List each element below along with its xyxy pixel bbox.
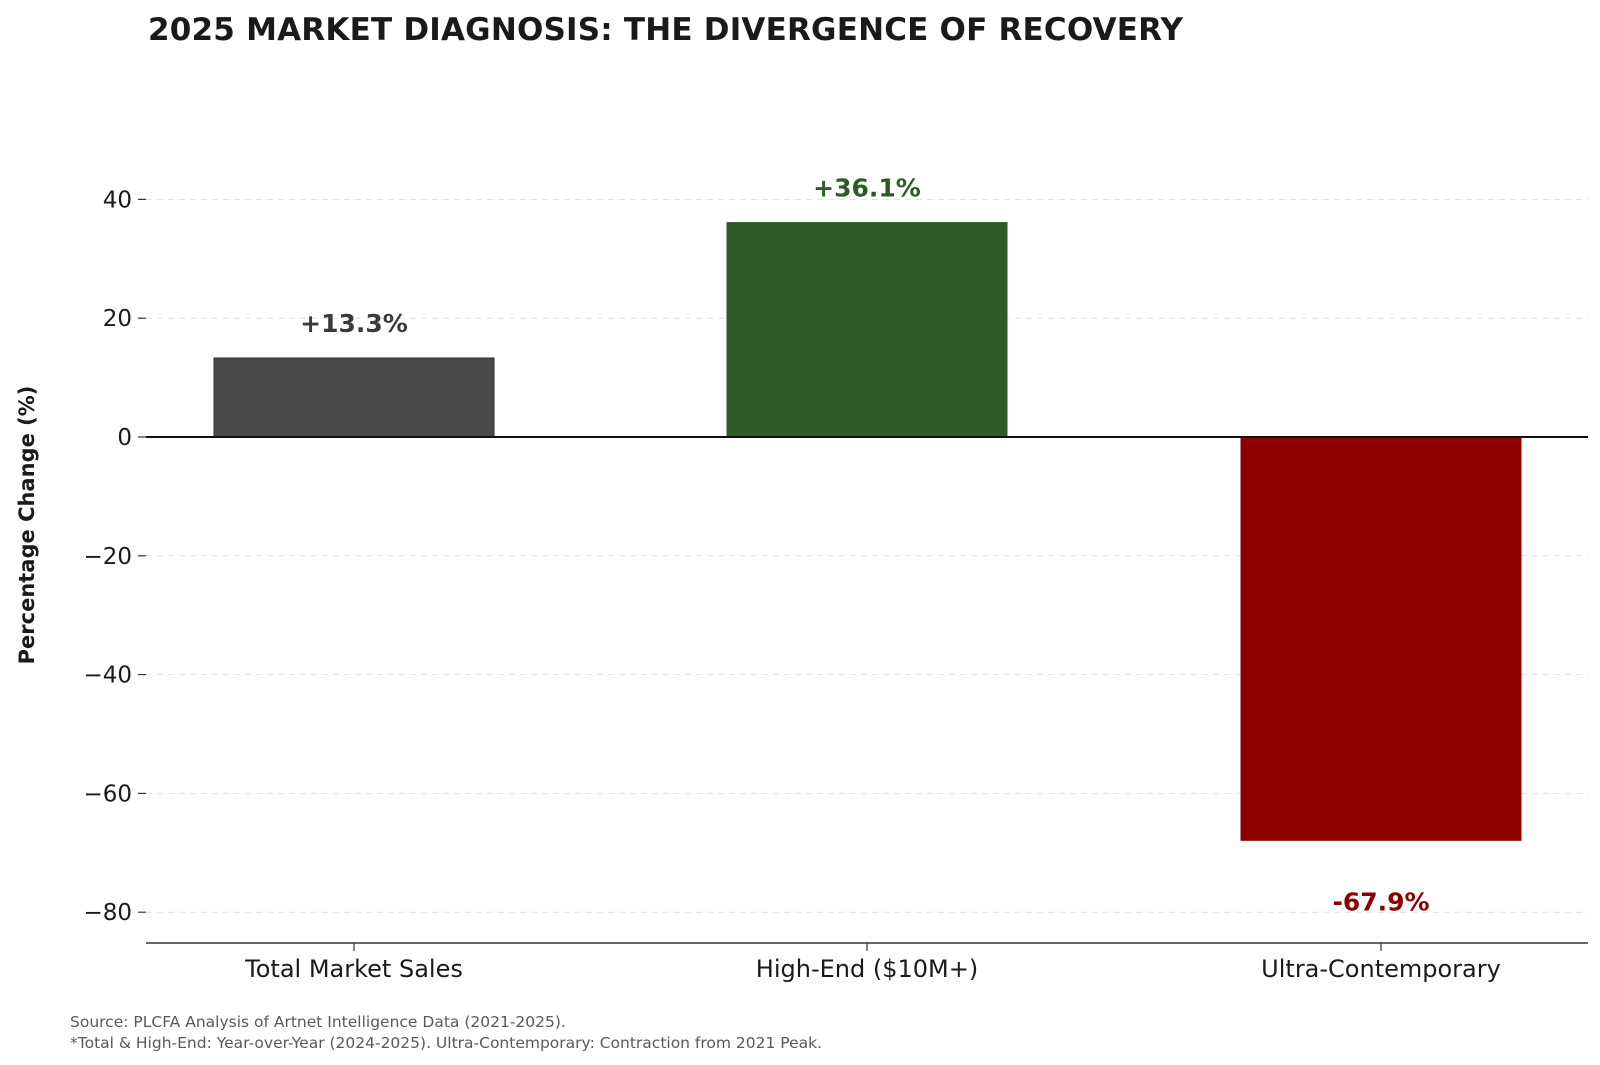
- y-tick-label: −40: [83, 663, 132, 689]
- x-tick-label: High-End ($10M+): [756, 955, 978, 983]
- bar-2: [726, 222, 1008, 438]
- bar-3: [1240, 436, 1522, 841]
- y-tick-label: 20: [103, 306, 132, 332]
- value-label-2: +36.1%: [813, 174, 921, 203]
- labels: +13.3% +36.1% -67.9%: [300, 174, 1429, 917]
- bars: [213, 222, 1522, 841]
- axes: 40 20 0 −20 −40 −60 −80 Total Market Sales High-…: [83, 187, 1588, 983]
- y-tick-label: 40: [103, 187, 132, 213]
- value-label-3: -67.9%: [1332, 887, 1429, 916]
- chart-title: 2025 MARKET DIAGNOSIS: THE DIVERGENCE OF…: [148, 12, 1184, 48]
- y-tick-label: −20: [83, 544, 132, 570]
- footnote-source: Source: PLCFA Analysis of Artnet Intelli…: [70, 1013, 566, 1031]
- x-tick-label: Ultra-Contemporary: [1261, 955, 1501, 983]
- y-axis-label: Percentage Change (%): [15, 386, 39, 665]
- y-tick-label: −80: [83, 900, 132, 926]
- y-tick-label: −60: [83, 781, 132, 807]
- value-label-1: +13.3%: [300, 309, 408, 338]
- y-tick-label: 0: [117, 425, 132, 451]
- x-tick-label: Total Market Sales: [244, 955, 463, 983]
- footnote-note: *Total & High-End: Year-over-Year (2024-…: [70, 1034, 823, 1052]
- bar-1: [213, 357, 495, 438]
